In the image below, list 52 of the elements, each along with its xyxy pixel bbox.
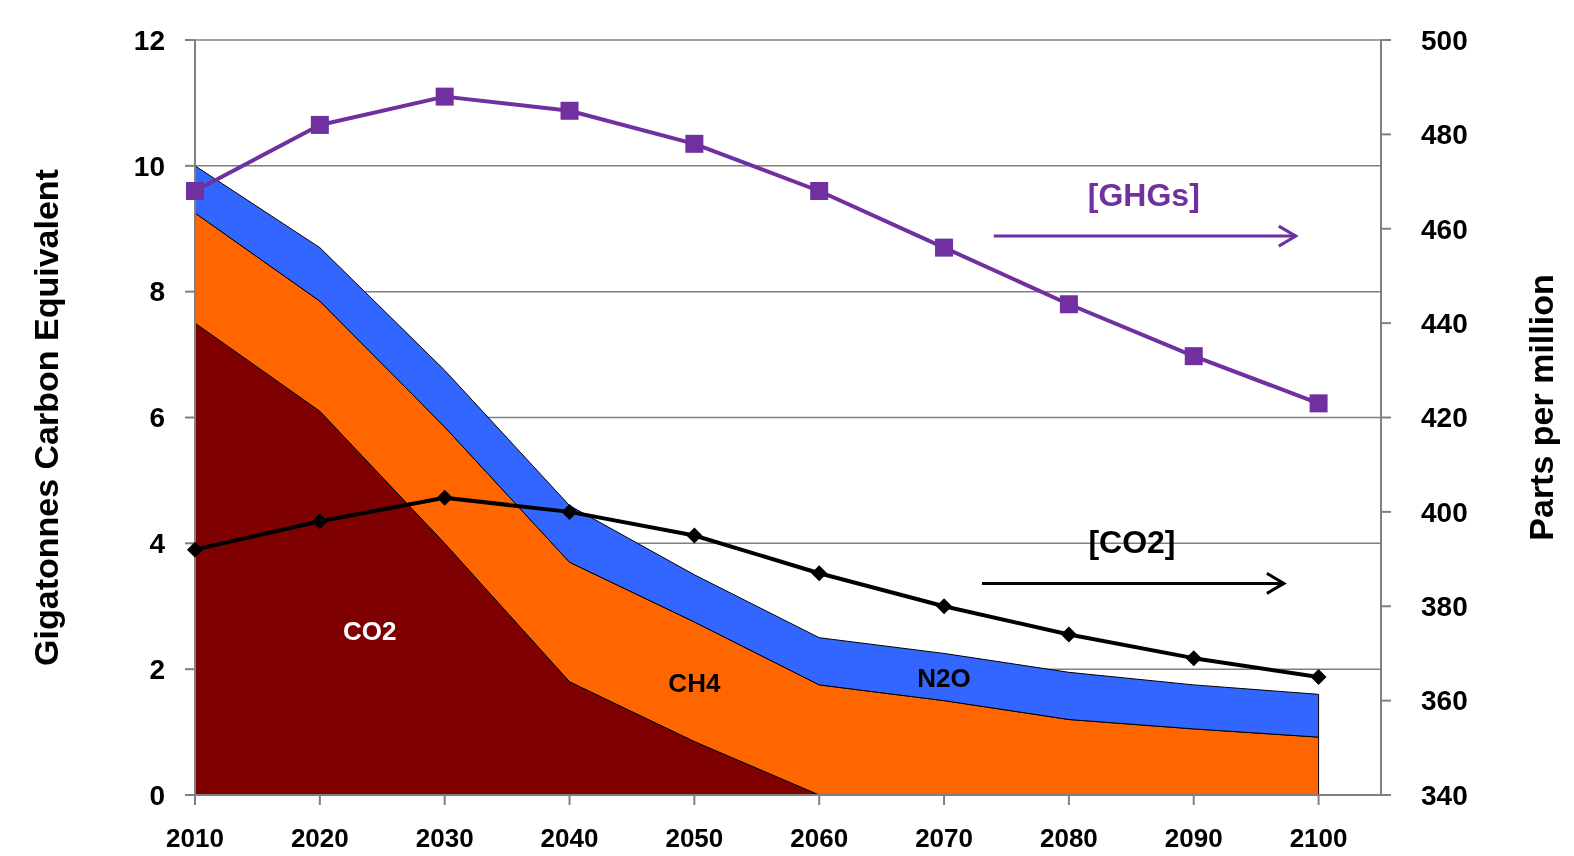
x-tick-label: 2040 <box>540 823 599 853</box>
y-tick-label: 8 <box>149 276 165 308</box>
y2-tick-label: 440 <box>1421 307 1468 339</box>
x-tick-label: 2050 <box>665 823 724 853</box>
series-label: CH4 <box>668 667 721 698</box>
point <box>1060 626 1077 643</box>
y-tick-label: 10 <box>133 150 165 182</box>
x-tick-label: 2100 <box>1289 823 1348 853</box>
x-tick-label: 2080 <box>1039 823 1098 853</box>
point <box>1185 650 1202 667</box>
point <box>811 565 828 582</box>
x-tick-label: 2010 <box>166 823 224 853</box>
point <box>310 115 329 134</box>
point <box>1309 394 1328 413</box>
x-tick-label: 2070 <box>915 823 973 853</box>
x-tick-label: 2090 <box>1164 823 1223 853</box>
y2-tick-label: 420 <box>1421 402 1468 434</box>
point <box>561 503 578 520</box>
text: [GHGs] <box>1087 177 1200 214</box>
point <box>810 182 829 200</box>
series-label: N2O <box>917 663 971 694</box>
y2-tick-label: 460 <box>1421 213 1468 245</box>
y2-tick-label: 380 <box>1421 591 1468 623</box>
point <box>435 87 454 106</box>
series-label: CO2 <box>343 615 397 646</box>
y-tick-label: 2 <box>149 653 165 685</box>
x-tick-label: 2020 <box>290 823 349 853</box>
point <box>436 489 453 506</box>
x-tick-label: 2060 <box>790 823 849 853</box>
point <box>1059 295 1078 314</box>
point <box>560 101 579 120</box>
point <box>311 513 328 530</box>
point <box>935 238 954 257</box>
y2-tick-label: 400 <box>1421 496 1468 528</box>
point <box>1184 347 1203 366</box>
y2-tick-label: 340 <box>1421 779 1468 811</box>
y-tick-label: 6 <box>149 402 165 434</box>
text: [CO2] <box>1088 524 1176 561</box>
y-tick-label: 0 <box>149 779 165 811</box>
y-axis-title: Gigatonnes Carbon Equivalent <box>27 169 65 666</box>
point <box>186 182 204 200</box>
y-tick-label: 12 <box>133 24 165 56</box>
y2-tick-label: 480 <box>1421 119 1468 151</box>
point <box>686 527 703 544</box>
point <box>936 598 953 615</box>
y-tick-label: 4 <box>149 528 166 560</box>
point <box>685 134 704 153</box>
y2-tick-label: 500 <box>1421 24 1468 56</box>
y2-axis-title: Parts per million <box>1522 274 1560 541</box>
y2-tick-label: 360 <box>1421 685 1468 717</box>
point <box>1310 669 1327 686</box>
x-tick-label: 2030 <box>415 823 474 853</box>
